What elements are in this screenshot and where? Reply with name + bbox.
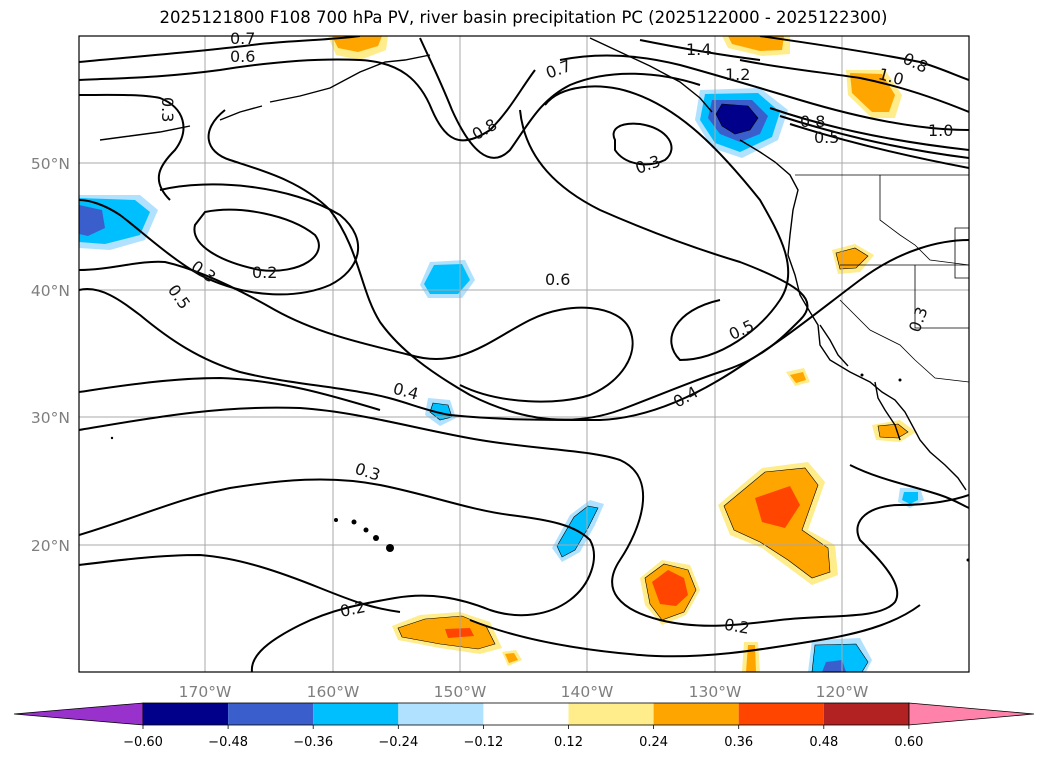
political-borders xyxy=(795,174,969,383)
colorbar-tick-label: 0.12 xyxy=(554,735,583,750)
colorbar-segment xyxy=(738,703,824,725)
colorbar-tick-label: −0.60 xyxy=(123,735,163,750)
contour-label: 0.2 xyxy=(338,597,367,621)
contour-label: 0.2 xyxy=(723,615,751,638)
colorbar-tick-label: −0.24 xyxy=(378,735,418,750)
lon-label: 120°W xyxy=(816,683,869,701)
graticule xyxy=(79,36,969,672)
colorbar-extend-min xyxy=(13,702,144,726)
latitude-labels: 50°N 40°N 30°N 20°N xyxy=(31,155,70,555)
contour-label: 0.2 xyxy=(252,263,277,282)
lat-label: 30°N xyxy=(31,409,70,427)
coastlines xyxy=(99,37,967,491)
map-frame xyxy=(78,35,970,673)
lat-label: 20°N xyxy=(31,537,70,555)
map-area xyxy=(79,36,969,672)
colorbar-segment xyxy=(313,703,399,725)
colorbar-tick-label: 0.60 xyxy=(894,735,923,750)
lon-label: 140°W xyxy=(561,683,614,701)
colorbar-segment xyxy=(653,703,739,725)
lat-label: 40°N xyxy=(31,282,70,300)
colorbar-extend-max xyxy=(908,702,1035,726)
islands xyxy=(110,373,969,562)
colorbar-tick-label: 0.48 xyxy=(809,735,838,750)
colorbar-tick-label: 0.24 xyxy=(639,735,668,750)
lon-label: 150°W xyxy=(434,683,487,701)
precip-positive-shading xyxy=(328,36,916,672)
lon-label: 170°W xyxy=(179,683,232,701)
colorbar-segment xyxy=(143,703,229,725)
contour-label: 0.6 xyxy=(545,270,570,289)
contour-label: 1.2 xyxy=(725,65,750,84)
colorbar-segment xyxy=(823,703,909,725)
colorbar-frame xyxy=(142,702,910,726)
pv-contours xyxy=(79,36,969,672)
colorbar: −0.60 −0.48 −0.36 −0.24 −0.12 0.12 0.24 … xyxy=(13,702,1035,750)
colorbar-segment xyxy=(228,703,314,725)
colorbar-tick-label: −0.48 xyxy=(208,735,248,750)
contour-label: 0.5 xyxy=(814,128,839,147)
colorbar-segment xyxy=(398,703,484,725)
colorbar-tick-label: −0.12 xyxy=(463,735,503,750)
colorbar-segment xyxy=(483,703,569,725)
lon-label: 160°W xyxy=(307,683,360,701)
figure-title: 2025121800 F108 700 hPa PV, river basin … xyxy=(159,8,888,27)
lat-label: 50°N xyxy=(31,155,70,173)
lon-label: 130°W xyxy=(689,683,742,701)
contour-label: 1.4 xyxy=(686,40,711,59)
contour-label: 1.0 xyxy=(928,121,953,140)
contour-label: 0.3 xyxy=(158,97,177,122)
contour-label: 0.7 xyxy=(230,29,255,48)
colorbar-ticks xyxy=(142,725,910,729)
colorbar-tick-label: 0.36 xyxy=(724,735,753,750)
contour-label: 0.6 xyxy=(230,47,255,66)
shading-outlines xyxy=(397,103,909,672)
contour-label: 0.8 xyxy=(800,112,825,131)
colorbar-tick-label: −0.36 xyxy=(293,735,333,750)
longitude-labels: 170°W 160°W 150°W 140°W 130°W 120°W xyxy=(179,683,869,701)
colorbar-segment xyxy=(568,703,654,725)
